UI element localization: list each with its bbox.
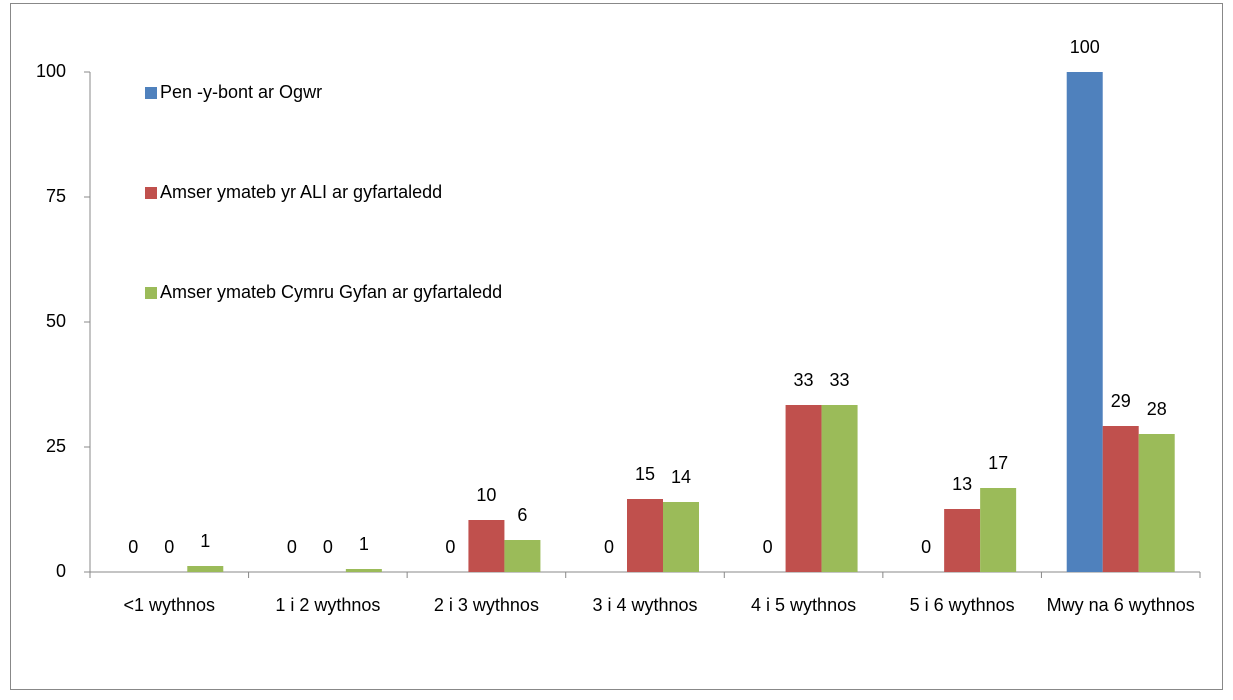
value-label: 0 bbox=[921, 537, 931, 557]
y-tick-label: 0 bbox=[56, 561, 66, 581]
x-tick-label: 1 i 2 wythnos bbox=[275, 595, 380, 615]
value-label: 13 bbox=[952, 474, 972, 494]
value-label: 0 bbox=[604, 537, 614, 557]
bar bbox=[785, 405, 822, 572]
bar bbox=[980, 488, 1017, 572]
bar bbox=[468, 520, 505, 572]
legend-label: Pen -y-bont ar Ogwr bbox=[160, 82, 322, 102]
value-label: 0 bbox=[164, 537, 174, 557]
legend-swatch bbox=[145, 187, 157, 199]
x-tick-label: Mwy na 6 wythnos bbox=[1047, 595, 1195, 615]
value-label: 0 bbox=[287, 537, 297, 557]
value-label: 0 bbox=[323, 537, 333, 557]
bar bbox=[1102, 426, 1139, 572]
bar bbox=[1138, 434, 1175, 572]
value-label: 10 bbox=[476, 485, 496, 505]
x-tick-label: 4 i 5 wythnos bbox=[751, 595, 856, 615]
y-tick-label: 75 bbox=[46, 186, 66, 206]
value-label: 100 bbox=[1070, 37, 1100, 57]
bar bbox=[944, 509, 981, 572]
bar bbox=[627, 499, 663, 572]
value-label: 0 bbox=[763, 537, 773, 557]
bar bbox=[187, 566, 224, 572]
x-tick-label: 2 i 3 wythnos bbox=[434, 595, 539, 615]
legend-label: Amser ymateb yr ALI ar gyfartaledd bbox=[160, 182, 442, 202]
legend-swatch bbox=[145, 87, 157, 99]
chart-border bbox=[10, 3, 1223, 690]
value-label: 28 bbox=[1147, 399, 1167, 419]
value-label: 0 bbox=[128, 537, 138, 557]
x-tick-label: 5 i 6 wythnos bbox=[910, 595, 1015, 615]
value-label: 14 bbox=[671, 467, 691, 487]
value-label: 1 bbox=[359, 534, 369, 554]
value-label: 6 bbox=[517, 505, 527, 525]
y-tick-label: 100 bbox=[36, 61, 66, 81]
legend-label: Amser ymateb Cymru Gyfan ar gyfartaledd bbox=[160, 282, 502, 302]
bar bbox=[504, 540, 541, 572]
x-tick-label: 3 i 4 wythnos bbox=[592, 595, 697, 615]
value-label: 0 bbox=[445, 537, 455, 557]
value-label: 15 bbox=[635, 464, 655, 484]
y-tick-label: 50 bbox=[46, 311, 66, 331]
value-label: 1 bbox=[200, 531, 210, 551]
x-tick-label: <1 wythnos bbox=[124, 595, 216, 615]
value-label: 33 bbox=[794, 370, 814, 390]
y-tick-label: 25 bbox=[46, 436, 66, 456]
bar bbox=[821, 405, 858, 572]
value-label: 17 bbox=[988, 453, 1008, 473]
bar bbox=[345, 569, 382, 572]
bar bbox=[663, 502, 699, 572]
value-label: 29 bbox=[1111, 391, 1131, 411]
bar bbox=[1066, 72, 1103, 572]
legend-swatch bbox=[145, 287, 157, 299]
value-label: 33 bbox=[830, 370, 850, 390]
